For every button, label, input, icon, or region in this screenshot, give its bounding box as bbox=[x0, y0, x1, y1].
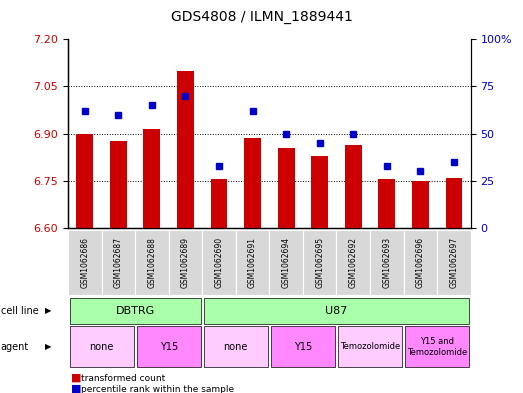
Bar bbox=[211, 179, 228, 228]
Bar bbox=[110, 141, 127, 228]
Text: ■: ■ bbox=[71, 384, 81, 393]
Text: transformed count: transformed count bbox=[81, 374, 165, 382]
Bar bbox=[177, 71, 194, 228]
Text: percentile rank within the sample: percentile rank within the sample bbox=[81, 385, 234, 393]
Text: GSM1062693: GSM1062693 bbox=[382, 237, 391, 288]
Bar bbox=[311, 156, 328, 228]
Text: agent: agent bbox=[1, 342, 29, 352]
Text: GSM1062691: GSM1062691 bbox=[248, 237, 257, 288]
Text: Y15 and
Temozolomide: Y15 and Temozolomide bbox=[407, 337, 467, 356]
Text: GSM1062692: GSM1062692 bbox=[349, 237, 358, 288]
Bar bbox=[379, 179, 395, 228]
Text: GDS4808 / ILMN_1889441: GDS4808 / ILMN_1889441 bbox=[170, 10, 353, 24]
Text: none: none bbox=[89, 342, 113, 352]
Text: GSM1062695: GSM1062695 bbox=[315, 237, 324, 288]
Text: Temozolomide: Temozolomide bbox=[340, 342, 400, 351]
Text: ▶: ▶ bbox=[45, 307, 51, 315]
Bar bbox=[446, 178, 462, 228]
Text: Y15: Y15 bbox=[160, 342, 178, 352]
Bar bbox=[244, 138, 261, 228]
Text: GSM1062697: GSM1062697 bbox=[449, 237, 459, 288]
Text: GSM1062687: GSM1062687 bbox=[114, 237, 123, 288]
Text: none: none bbox=[224, 342, 248, 352]
Bar bbox=[345, 145, 361, 228]
Text: GSM1062686: GSM1062686 bbox=[80, 237, 89, 288]
Text: cell line: cell line bbox=[1, 306, 38, 316]
Text: GSM1062694: GSM1062694 bbox=[281, 237, 291, 288]
Text: GSM1062688: GSM1062688 bbox=[147, 237, 156, 288]
Text: GSM1062690: GSM1062690 bbox=[214, 237, 223, 288]
Bar bbox=[143, 129, 160, 228]
Text: ▶: ▶ bbox=[45, 342, 51, 351]
Text: GSM1062689: GSM1062689 bbox=[181, 237, 190, 288]
Bar bbox=[412, 181, 429, 228]
Bar bbox=[278, 148, 294, 228]
Text: DBTRG: DBTRG bbox=[116, 306, 155, 316]
Text: Y15: Y15 bbox=[294, 342, 312, 352]
Bar bbox=[76, 134, 93, 228]
Text: U87: U87 bbox=[325, 306, 348, 316]
Text: ■: ■ bbox=[71, 373, 81, 383]
Text: GSM1062696: GSM1062696 bbox=[416, 237, 425, 288]
